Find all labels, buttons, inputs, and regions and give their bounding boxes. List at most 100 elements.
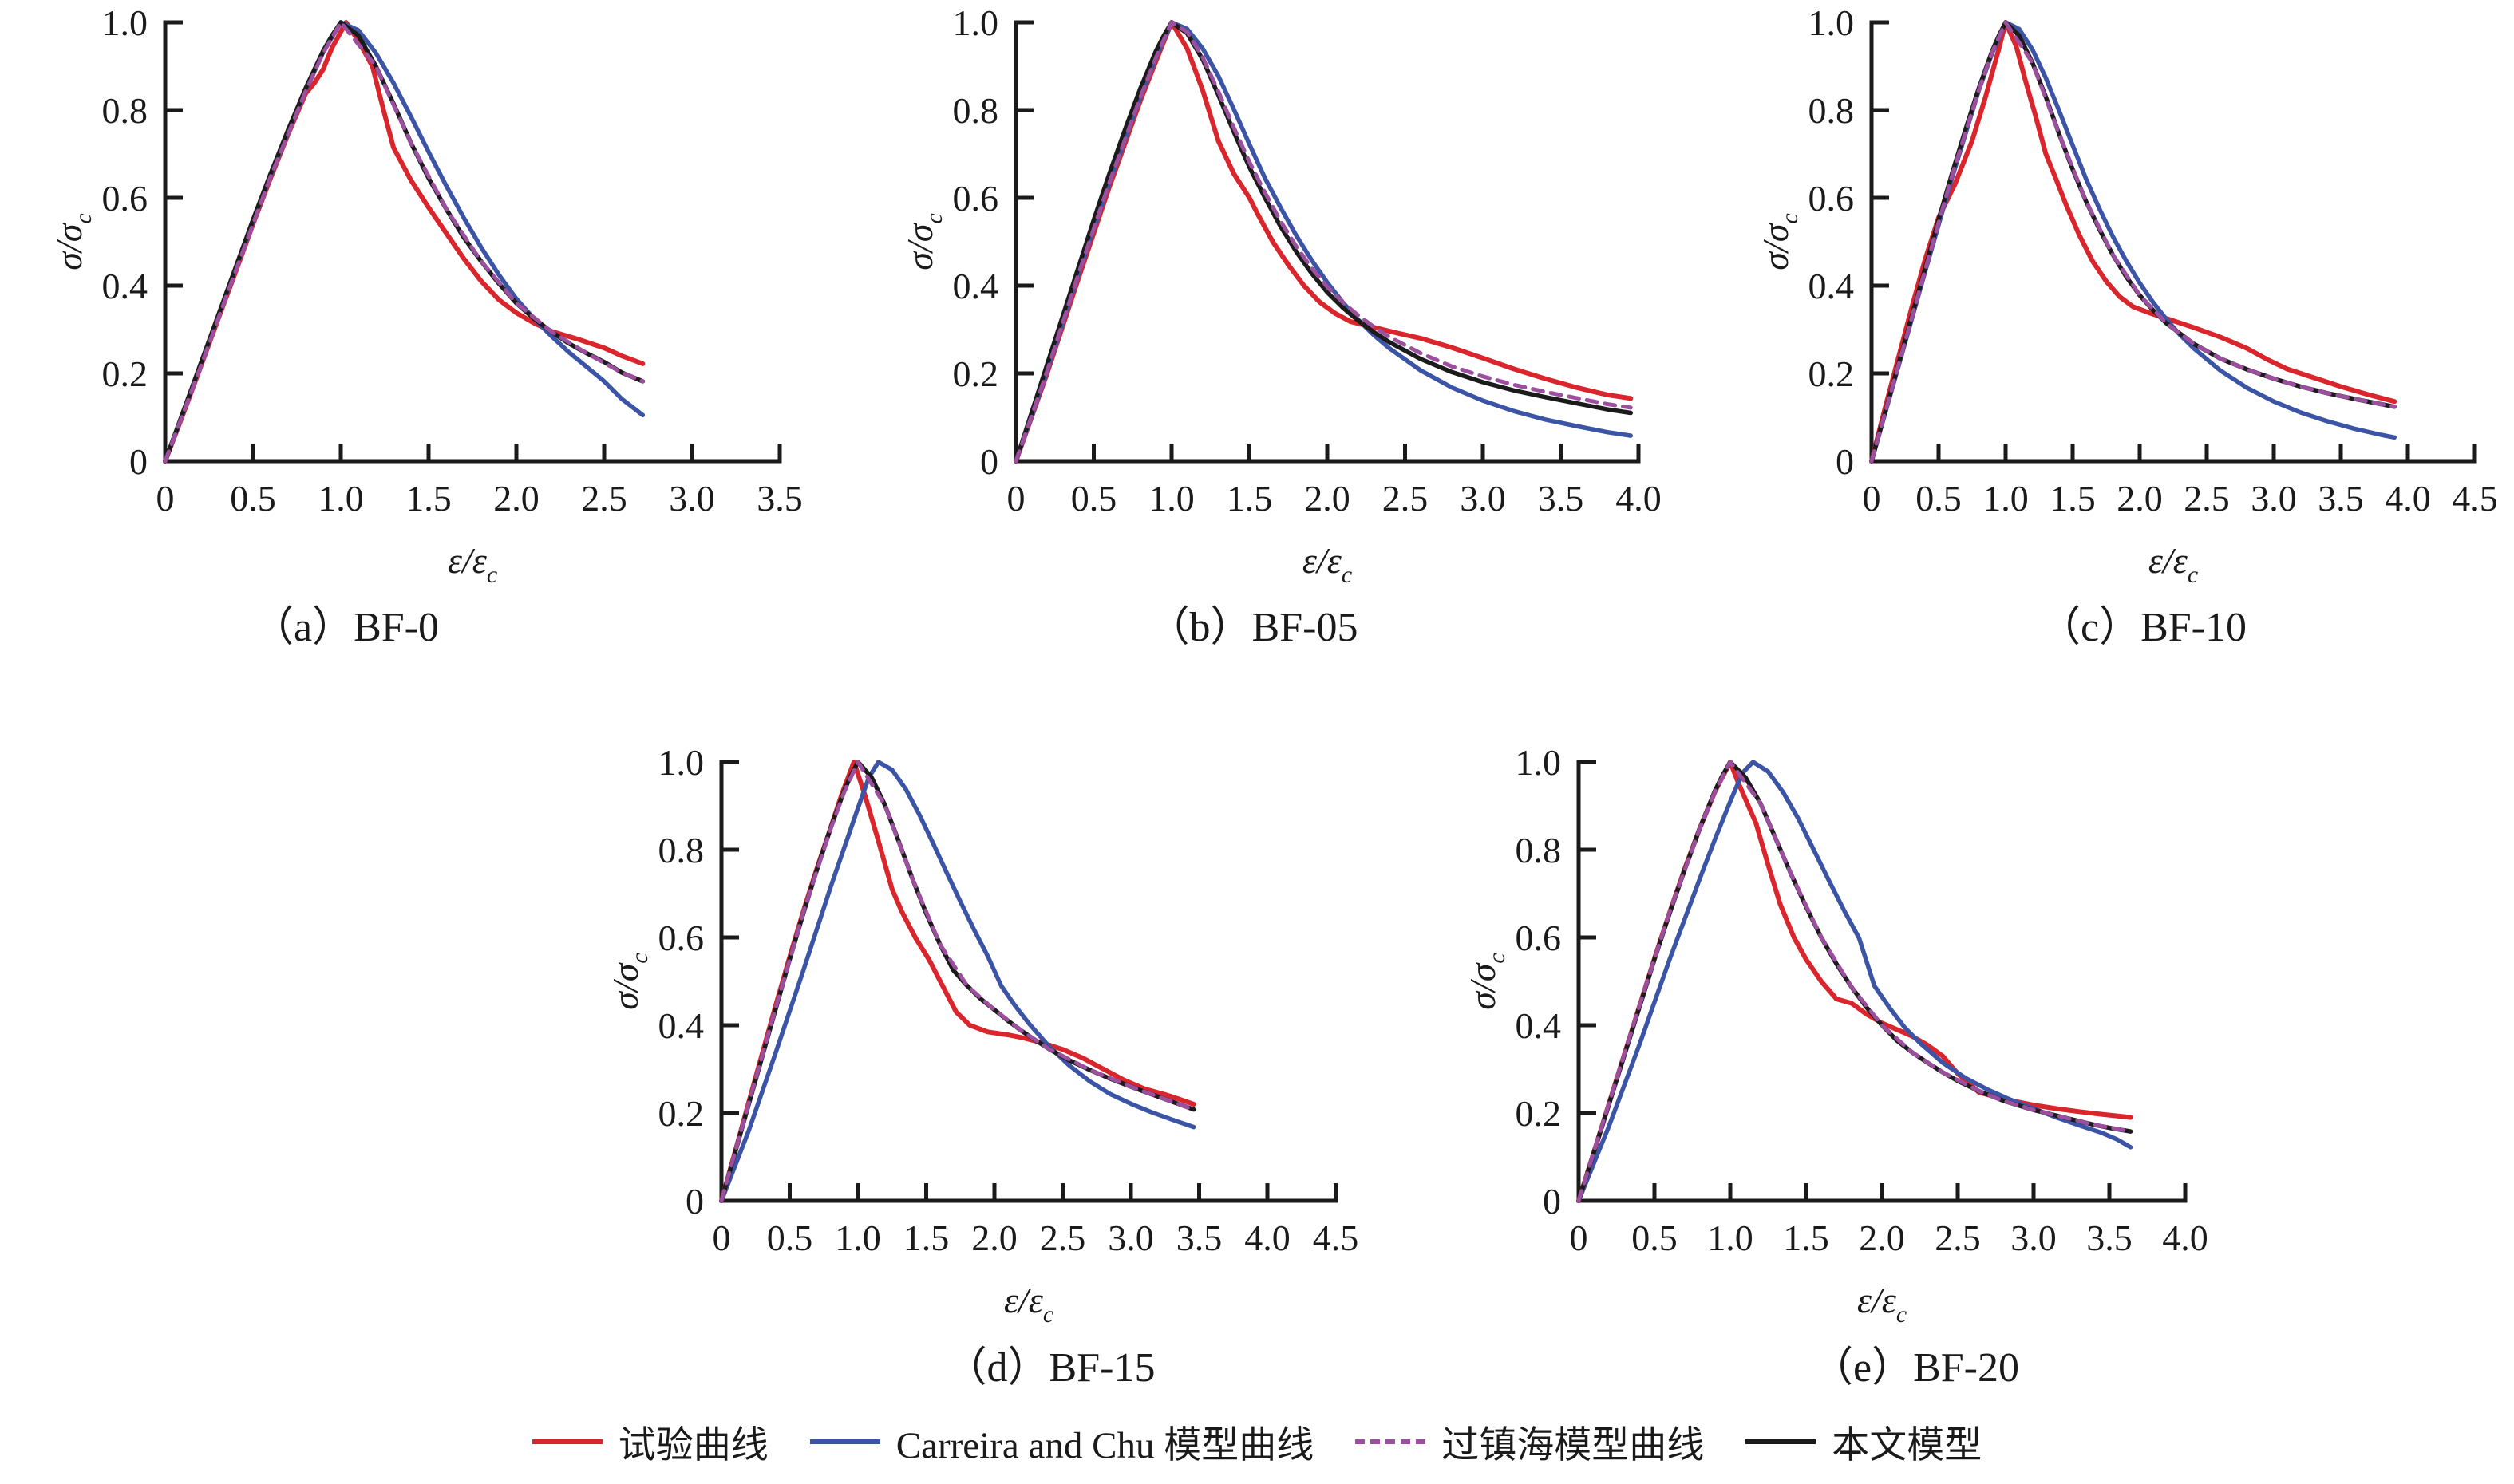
xtick-label: 2.5 — [1040, 1218, 1086, 1258]
x-axis-label: ε/εc — [1004, 1280, 1053, 1328]
curve-experimental — [163, 20, 646, 464]
subplot-canvas-c: 0 0.2 0.4 0.6 0.8 1.0 0 0.5 1.0 1.5 2.0 2.5 3.0 3.5 4.… — [1755, 2, 2498, 588]
xtick-label: 3.0 — [1460, 478, 1506, 519]
curve-carreira_chu — [1869, 20, 2397, 464]
axes-e: 0 0.2 0.4 0.6 0.8 1.0 0 0.5 1.0 1.5 2.0 2.5 3.0 3.5 4.… — [1462, 742, 2208, 1328]
curve-proposed — [719, 760, 1196, 1203]
xtick-label: 2.5 — [581, 478, 627, 519]
xtick-label: 0 — [156, 478, 175, 519]
xtick-label: 0 — [1007, 478, 1026, 519]
y-axis-label: σ/σc — [899, 213, 947, 270]
axes-a: 0 0.2 0.4 0.6 0.8 1.0 0 0.5 1.0 1.5 2.0 2.5 3.0 3.5 ε/… — [49, 2, 803, 588]
xtick-label: 1.5 — [1783, 1218, 1829, 1258]
xtick-label: 0.5 — [1071, 478, 1117, 519]
xtick-label: 4.5 — [2452, 478, 2498, 519]
caption-e: （e）BF-20 — [1811, 1345, 2020, 1391]
xtick-label: 4.0 — [2162, 1218, 2208, 1258]
ytick-label: 0.6 — [102, 178, 148, 219]
subplot-canvas-d: 0 0.2 0.4 0.6 0.8 1.0 0 0.5 1.0 1.5 2.0 2.5 3.0 3.5 4.… — [605, 742, 1358, 1328]
xtick-label: 4.0 — [1244, 1218, 1291, 1258]
x-axis-label: ε/εc — [448, 540, 497, 588]
subplot-canvas-e: 0 0.2 0.4 0.6 0.8 1.0 0 0.5 1.0 1.5 2.0 2.5 3.0 3.5 4.… — [1462, 742, 2208, 1328]
axes-c: 0 0.2 0.4 0.6 0.8 1.0 0 0.5 1.0 1.5 2.0 2.5 3.0 3.5 4.… — [1755, 2, 2498, 588]
ytick-label: 0.4 — [1808, 266, 1855, 306]
ytick-label: 0.2 — [102, 353, 148, 394]
y-axis-label: σ/σc — [49, 213, 97, 270]
xtick-label: 0 — [1570, 1218, 1588, 1258]
y-axis-label: σ/σc — [605, 953, 653, 1009]
xtick-label: 0 — [713, 1218, 731, 1258]
xtick-label: 3.5 — [1538, 478, 1584, 519]
xtick-label: 1.0 — [318, 478, 364, 519]
xtick-label: 2.5 — [1382, 478, 1429, 519]
xtick-label: 2.0 — [2117, 478, 2163, 519]
xtick-label: 4.0 — [1615, 478, 1662, 519]
x-axis-label: ε/εc — [2148, 540, 2198, 588]
xtick-label: 0.5 — [230, 478, 276, 519]
caption-a: （a）BF-0 — [251, 605, 440, 650]
ytick-label: 0 — [129, 441, 148, 482]
ytick-label: 0.2 — [1516, 1093, 1562, 1134]
ytick-label: 0 — [1543, 1181, 1561, 1222]
ytick-label: 0.8 — [1808, 90, 1855, 131]
legend-item-guo-zhenhai: 过镇海模型曲线 — [1355, 1414, 1704, 1469]
ytick-label: 0.8 — [1516, 830, 1562, 870]
y-axis-label: σ/σc — [1462, 953, 1510, 1009]
legend: 试验曲线 Carreira and Chu 模型曲线 过镇海模型曲线 本文模型 — [0, 1414, 2514, 1469]
ytick-label: 0.8 — [658, 830, 705, 870]
curve-experimental — [1869, 20, 2397, 464]
xtick-label: 3.5 — [2318, 478, 2364, 519]
ytick-label: 1.0 — [658, 742, 705, 783]
ytick-label: 0.6 — [1516, 918, 1562, 958]
subplot-canvas-b: 0 0.2 0.4 0.6 0.8 1.0 0 0.5 1.0 1.5 2.0 2.5 3.0 3.5 4.… — [899, 2, 1662, 588]
legend-line-guo-zhenhai-icon — [1355, 1439, 1426, 1444]
xtick-label: 0.5 — [1631, 1218, 1678, 1258]
curve-guo_zhenhai — [1014, 20, 1633, 464]
xtick-label: 1.0 — [1148, 478, 1195, 519]
ytick-label: 0.8 — [102, 90, 148, 131]
legend-label-guo-zhenhai: 过镇海模型曲线 — [1441, 1425, 1705, 1466]
ytick-label: 0.4 — [658, 1005, 705, 1046]
xtick-label: 2.5 — [2184, 478, 2230, 519]
xtick-label: 0 — [1863, 478, 1881, 519]
ytick-label: 0.4 — [1516, 1005, 1562, 1046]
xtick-label: 1.5 — [405, 478, 452, 519]
curve-proposed — [1869, 20, 2397, 464]
y-axis-label: σ/σc — [1755, 213, 1803, 270]
legend-line-carreira-chu-icon — [809, 1439, 880, 1444]
xtick-label: 0.5 — [767, 1218, 813, 1258]
xtick-label: 1.0 — [1982, 478, 2029, 519]
xtick-label: 2.0 — [971, 1218, 1018, 1258]
ytick-label: 0 — [980, 441, 998, 482]
curve-proposed — [163, 20, 646, 464]
legend-line-proposed-icon — [1745, 1439, 1816, 1444]
caption-d: （d）BF-15 — [945, 1345, 1156, 1391]
ytick-label: 0.6 — [658, 918, 705, 958]
xtick-label: 3.5 — [2086, 1218, 2133, 1258]
xtick-label: 3.0 — [669, 478, 715, 519]
x-axis-label: ε/εc — [1857, 1280, 1907, 1328]
axes-b: 0 0.2 0.4 0.6 0.8 1.0 0 0.5 1.0 1.5 2.0 2.5 3.0 3.5 4.… — [899, 2, 1662, 588]
axes-d: 0 0.2 0.4 0.6 0.8 1.0 0 0.5 1.0 1.5 2.0 2.5 3.0 3.5 4.… — [605, 742, 1358, 1328]
ytick-label: 1.0 — [102, 2, 148, 43]
ytick-label: 0 — [1836, 441, 1854, 482]
subplot-canvas-a: 0 0.2 0.4 0.6 0.8 1.0 0 0.5 1.0 1.5 2.0 2.5 3.0 3.5 ε/… — [49, 2, 803, 588]
ytick-label: 0.2 — [953, 353, 999, 394]
xtick-label: 1.5 — [1227, 478, 1273, 519]
curve-guo_zhenhai — [163, 20, 645, 464]
xtick-label: 2.0 — [1859, 1218, 1905, 1258]
legend-item-carreira-chu: Carreira and Chu 模型曲线 — [809, 1414, 1314, 1469]
caption-b: （b）BF-05 — [1148, 605, 1358, 650]
xtick-label: 2.0 — [493, 478, 540, 519]
xtick-label: 1.0 — [835, 1218, 881, 1258]
legend-item-proposed: 本文模型 — [1745, 1414, 1982, 1469]
ytick-label: 0.4 — [102, 266, 148, 306]
curve-proposed — [1014, 20, 1634, 464]
curve-carreira_chu — [719, 760, 1196, 1203]
curve-carreira_chu — [163, 20, 646, 464]
ytick-label: 1.0 — [1808, 2, 1855, 43]
legend-line-experimental-icon — [532, 1439, 603, 1444]
xtick-label: 0.5 — [1915, 478, 1962, 519]
xtick-label: 2.0 — [1304, 478, 1350, 519]
